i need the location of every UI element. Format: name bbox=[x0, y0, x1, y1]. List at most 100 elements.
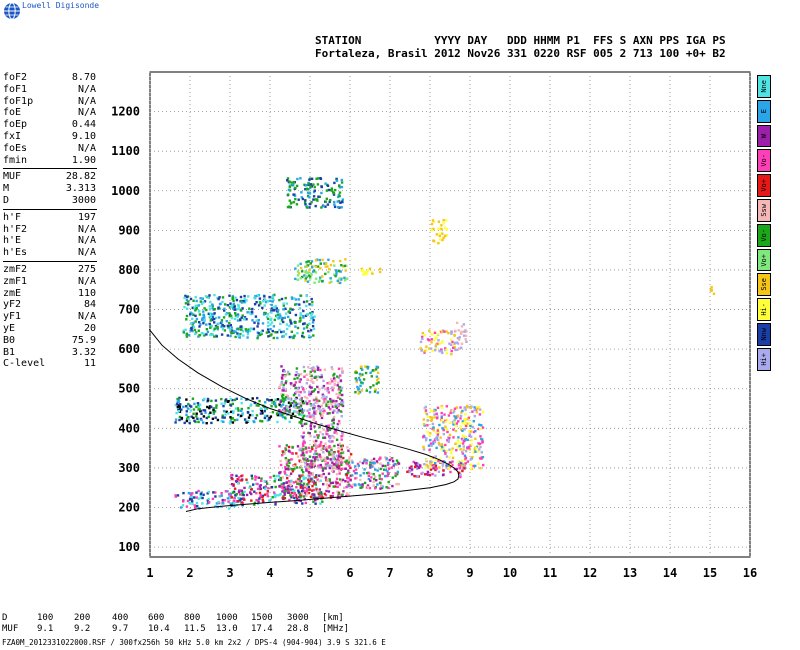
echo-point bbox=[225, 320, 228, 323]
echo-point bbox=[209, 319, 212, 322]
param-row: foE N/A bbox=[0, 107, 100, 119]
echo-point bbox=[313, 482, 316, 485]
echo-point bbox=[186, 499, 190, 503]
echo-point bbox=[332, 466, 335, 469]
echo-point bbox=[256, 335, 260, 338]
echo-point bbox=[328, 281, 331, 284]
echo-point bbox=[197, 404, 200, 407]
echo-point bbox=[358, 378, 362, 382]
echo-point bbox=[454, 429, 458, 433]
echo-point bbox=[463, 440, 466, 443]
echo-point bbox=[184, 294, 187, 298]
echo-point bbox=[444, 443, 447, 447]
echo-point bbox=[284, 447, 287, 450]
echo-point bbox=[248, 311, 251, 314]
echo-point bbox=[445, 234, 449, 237]
echo-point bbox=[288, 450, 291, 453]
echo-point bbox=[308, 412, 311, 415]
echo-point bbox=[250, 488, 253, 491]
echo-point bbox=[325, 489, 328, 493]
echo-point bbox=[229, 305, 233, 308]
echo-point bbox=[258, 333, 262, 337]
echo-point bbox=[303, 322, 306, 325]
echo-point bbox=[304, 501, 307, 505]
echo-point bbox=[290, 491, 294, 494]
echo-point bbox=[470, 435, 473, 438]
echo-point bbox=[287, 401, 291, 404]
echo-point bbox=[192, 412, 195, 415]
echo-point bbox=[216, 326, 219, 330]
echo-point bbox=[451, 460, 454, 463]
echo-point bbox=[287, 484, 290, 488]
echo-point bbox=[339, 389, 343, 392]
echo-point bbox=[330, 189, 334, 192]
echo-point bbox=[286, 409, 290, 413]
echo-point bbox=[434, 474, 437, 477]
muf-distance-table: D 100 200 400 600 800 1000 1500 3000 [km] MUF 9.1 9.… bbox=[2, 613, 362, 635]
echo-point bbox=[475, 410, 479, 414]
echo-point bbox=[240, 397, 243, 400]
echo-point bbox=[345, 494, 348, 498]
echo-point bbox=[271, 300, 274, 303]
echo-point bbox=[296, 326, 300, 330]
echo-point bbox=[232, 502, 236, 505]
echo-point bbox=[237, 409, 240, 412]
echo-point bbox=[468, 433, 472, 436]
echo-point bbox=[178, 405, 181, 408]
y-tick-label: 600 bbox=[118, 342, 140, 356]
echo-point bbox=[430, 338, 433, 341]
echo-point bbox=[324, 200, 328, 203]
echo-point bbox=[466, 424, 469, 427]
echo-point bbox=[176, 494, 180, 497]
echo-point bbox=[322, 379, 325, 383]
echo-point bbox=[193, 504, 196, 507]
echo-point bbox=[257, 476, 261, 479]
echo-point bbox=[319, 479, 322, 482]
echo-point bbox=[329, 277, 332, 280]
echo-point bbox=[375, 460, 379, 463]
echo-point bbox=[357, 387, 361, 390]
echo-point bbox=[221, 498, 224, 502]
echo-point bbox=[226, 304, 230, 307]
echo-point bbox=[454, 442, 457, 445]
echo-point bbox=[455, 449, 458, 452]
echo-point bbox=[322, 467, 325, 470]
echo-point bbox=[267, 324, 270, 328]
echo-point bbox=[322, 472, 325, 476]
echo-point bbox=[234, 479, 238, 483]
echo-point bbox=[282, 308, 285, 311]
echo-point bbox=[303, 484, 307, 488]
echo-point bbox=[330, 464, 333, 468]
echo-point bbox=[249, 327, 253, 330]
echo-point bbox=[278, 313, 281, 316]
echo-point bbox=[341, 371, 344, 374]
echo-point bbox=[306, 463, 309, 466]
echo-point bbox=[372, 480, 375, 484]
echo-point bbox=[247, 416, 251, 419]
echo-point bbox=[263, 304, 266, 307]
echo-point bbox=[423, 463, 426, 466]
param-value: 110 bbox=[77, 287, 96, 299]
echo-point bbox=[365, 273, 368, 276]
echo-point bbox=[338, 469, 341, 472]
echo-point bbox=[301, 436, 305, 439]
echo-point bbox=[298, 477, 301, 480]
echo-point bbox=[250, 403, 253, 406]
echo-point bbox=[312, 488, 315, 492]
echo-point bbox=[331, 425, 335, 429]
echo-point bbox=[365, 271, 369, 274]
echo-point bbox=[281, 403, 285, 406]
echo-point bbox=[253, 503, 256, 506]
echo-point bbox=[325, 448, 328, 451]
station-header-labels: STATION YYYY DAY DDD HHMM P1 FFS S AXN P… bbox=[315, 34, 726, 47]
echo-point bbox=[274, 398, 278, 401]
echo-point bbox=[190, 322, 193, 325]
echo-point bbox=[297, 495, 301, 499]
echo-point bbox=[194, 332, 197, 335]
echo-point bbox=[196, 417, 199, 420]
echo-point bbox=[231, 421, 235, 424]
y-tick-label: 300 bbox=[118, 461, 140, 475]
file-footer: FZA0M_2012331022000.RSF / 300fx256h 50 k… bbox=[2, 638, 386, 647]
echo-point bbox=[177, 404, 181, 407]
echo-point bbox=[439, 444, 442, 447]
